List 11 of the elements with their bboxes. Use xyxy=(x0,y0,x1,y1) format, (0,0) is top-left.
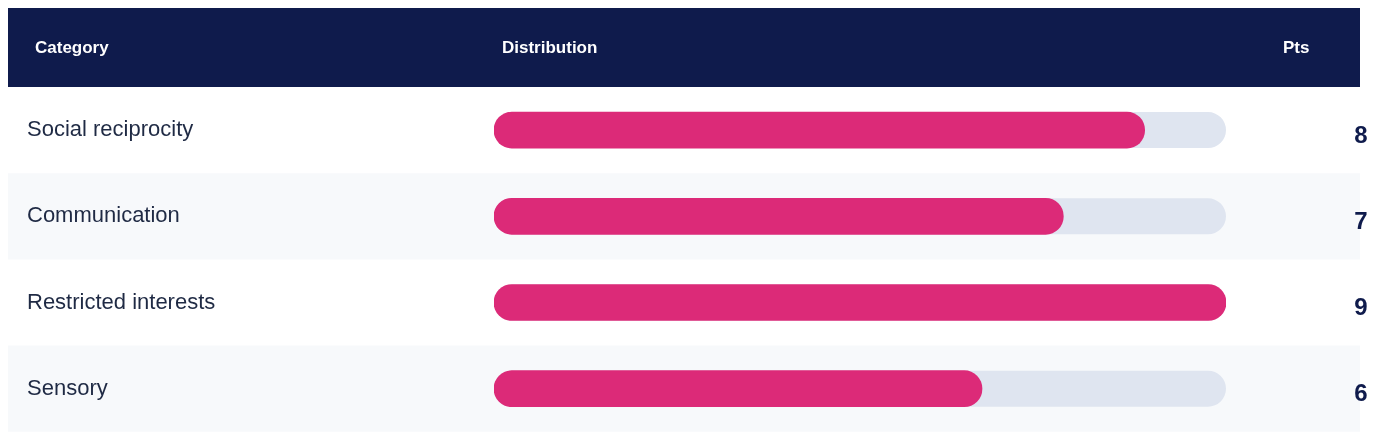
data-label: 7 xyxy=(1354,206,1368,234)
y2-axis-title: Pts xyxy=(1283,37,1310,59)
x-axis-title: Distribution xyxy=(502,37,598,59)
y-tick-label: Sensory xyxy=(27,374,108,400)
y-axis-title: Category xyxy=(35,37,109,59)
data-label: 6 xyxy=(1354,379,1368,407)
y-tick-label: Restricted interests xyxy=(27,288,216,314)
y-tick-label: Communication xyxy=(27,202,180,228)
data-label: 9 xyxy=(1354,293,1368,321)
y-tick-label: Social reciprocity xyxy=(27,116,194,142)
data-label: 8 xyxy=(1354,120,1368,148)
